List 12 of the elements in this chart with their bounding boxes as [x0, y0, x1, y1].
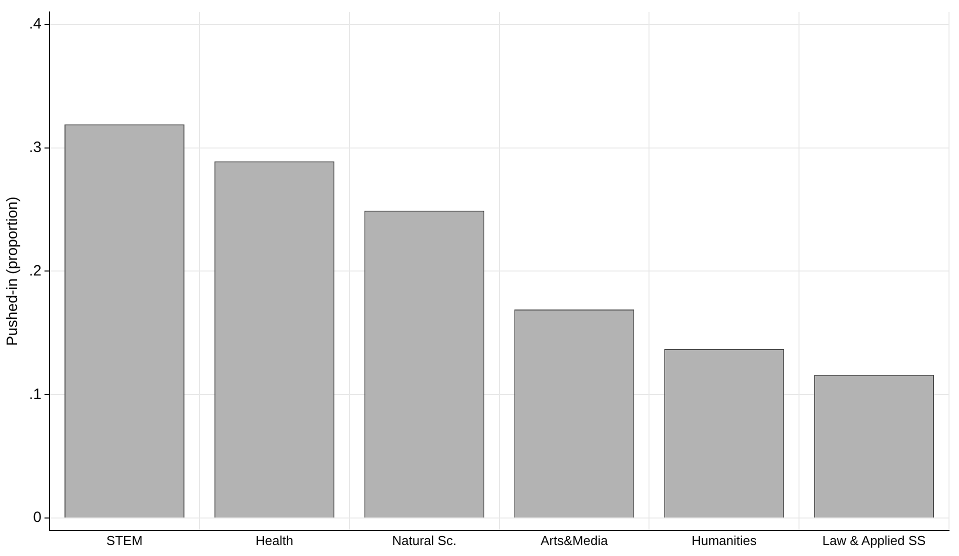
x-tick-label: Natural Sc. — [392, 532, 456, 548]
x-tick-label: Humanities — [692, 532, 758, 548]
x-tick-label: Health — [256, 532, 294, 548]
x-tick-label: Arts&Media — [540, 532, 609, 548]
y-tick-label: .4 — [28, 15, 42, 32]
y-tick-label: 0 — [33, 509, 42, 526]
y-axis-title: Pushed-in (proportion) — [4, 196, 22, 346]
y-tick-label: .3 — [28, 138, 42, 156]
x-tick-label: Law & Applied SS — [822, 532, 926, 548]
x-tick-label: STEM — [106, 532, 143, 548]
y-tick-label: .2 — [28, 262, 42, 280]
y-tick-label: .1 — [28, 386, 42, 403]
